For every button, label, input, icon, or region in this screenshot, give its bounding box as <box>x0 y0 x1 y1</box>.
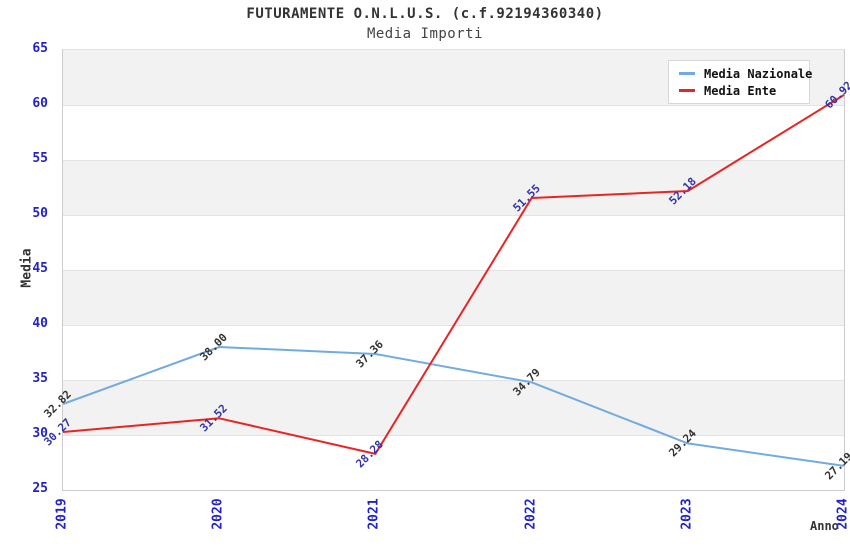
grid-band <box>63 105 844 160</box>
y-tick-label: 50 <box>32 206 48 221</box>
y-tick-label: 55 <box>32 151 48 166</box>
legend-item-media-nazionale: Media Nazionale <box>679 67 812 81</box>
y-tick-label: 35 <box>32 371 48 386</box>
chart-title: FUTURAMENTE O.N.L.U.S. (c.f.92194360340) <box>246 6 604 22</box>
line-swatch-icon <box>679 89 695 92</box>
x-axis-title: Anno <box>810 519 839 533</box>
x-tick-label: 2023 <box>679 498 695 530</box>
y-tick-label: 45 <box>32 261 48 276</box>
grid-band <box>63 435 844 490</box>
legend-label: Media Nazionale <box>704 66 813 81</box>
y-tick-label: 65 <box>32 41 48 56</box>
x-tick-label: 2024 <box>835 498 850 530</box>
grid-band <box>63 215 844 270</box>
y-tick-label: 30 <box>32 426 48 441</box>
series-line-media-nazionale <box>62 346 845 467</box>
y-tick-label: 60 <box>32 96 48 111</box>
x-tick-label: 2021 <box>366 498 382 530</box>
grid-band <box>63 380 844 435</box>
x-tick-label: 2022 <box>523 498 539 530</box>
x-tick-label: 2019 <box>54 498 70 530</box>
line-swatch-icon <box>679 72 695 75</box>
legend: Media Nazionale Media Ente <box>668 60 812 104</box>
grid-band <box>63 160 844 215</box>
grid-band <box>63 270 844 325</box>
series-line-media-ente <box>62 94 845 455</box>
chart-subtitle: Media Importi <box>366 26 484 42</box>
legend-label: Media Ente <box>704 83 777 98</box>
y-tick-label: 40 <box>32 316 48 331</box>
y-tick-label: 25 <box>32 481 48 496</box>
x-tick-label: 2020 <box>210 498 226 530</box>
plot-area <box>62 49 845 491</box>
legend-item-media-ente: Media Ente <box>679 83 801 98</box>
